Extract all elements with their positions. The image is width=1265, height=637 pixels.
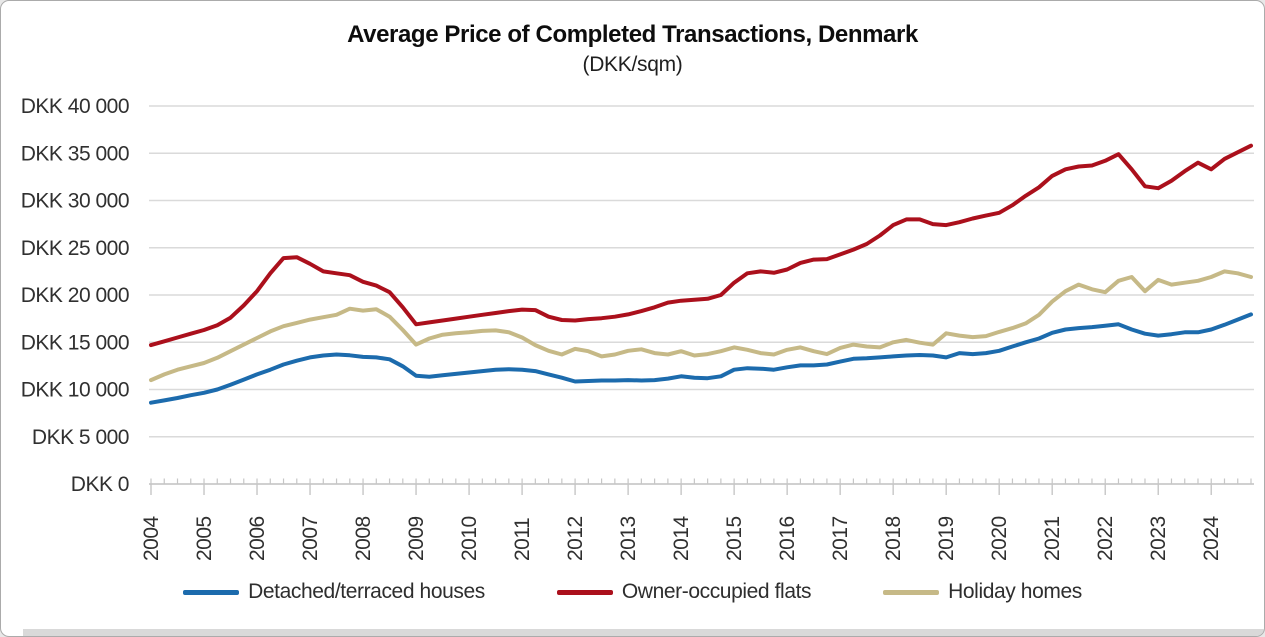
x-axis-tick-label: 2012 bbox=[564, 516, 587, 561]
chart-title: Average Price of Completed Transactions,… bbox=[347, 21, 918, 48]
x-axis-tick-label: 2016 bbox=[776, 516, 799, 561]
y-axis-tick-label: DKK 15 000 bbox=[21, 331, 129, 354]
chart-legend: Detached/terraced houses Owner-occupied … bbox=[1, 580, 1264, 604]
x-axis-tick-label: 2005 bbox=[193, 516, 216, 561]
series-line-holiday-homes bbox=[149, 269, 1253, 383]
x-axis-tick-label: 2013 bbox=[617, 516, 640, 561]
x-axis-tick-label: 2011 bbox=[511, 518, 534, 561]
x-axis-tick-label: 2009 bbox=[405, 516, 428, 561]
legend-item-detached-terraced-houses: Detached/terraced houses bbox=[183, 580, 485, 604]
y-axis-tick-label: DKK 30 000 bbox=[21, 190, 129, 213]
x-axis-tick-label: 2020 bbox=[988, 516, 1011, 561]
legend-label: Detached/terraced houses bbox=[248, 580, 485, 603]
x-axis-tick-label: 2022 bbox=[1094, 516, 1117, 561]
x-axis-tick-label: 2018 bbox=[882, 516, 905, 561]
x-axis-tick-label: 2023 bbox=[1147, 516, 1170, 561]
y-axis-tick-label: DKK 25 000 bbox=[21, 237, 129, 260]
x-axis-tick-label: 2007 bbox=[299, 516, 322, 561]
legend-item-holiday-homes: Holiday homes bbox=[883, 580, 1082, 604]
y-axis-tick-label: DKK 35 000 bbox=[21, 142, 129, 165]
x-axis-tick-label: 2021 bbox=[1041, 516, 1064, 561]
legend-label: Holiday homes bbox=[948, 580, 1082, 603]
x-axis-tick-label: 2024 bbox=[1200, 515, 1223, 561]
legend-label: Owner-occupied flats bbox=[621, 580, 812, 603]
window-bottom-edge bbox=[23, 629, 1264, 636]
x-axis-tick-label: 2008 bbox=[352, 516, 375, 561]
y-axis-tick-label: DKK 40 000 bbox=[21, 95, 129, 118]
y-axis-tick-label: DKK 20 000 bbox=[21, 284, 129, 307]
x-axis-tick-label: 2015 bbox=[723, 516, 746, 561]
x-axis-tick-label: 2019 bbox=[935, 516, 958, 561]
x-axis-tick-label: 2017 bbox=[829, 516, 852, 561]
series-line-detached-terraced-houses bbox=[149, 312, 1253, 405]
legend-item-owner-occupied-flats: Owner-occupied flats bbox=[556, 580, 812, 604]
x-axis-tick-label: 2014 bbox=[670, 515, 693, 561]
legend-swatch-tan-line bbox=[883, 589, 940, 595]
x-axis-tick-label: 2010 bbox=[458, 516, 481, 561]
legend-swatch-red-line bbox=[556, 589, 613, 595]
y-axis-tick-label: DKK 10 000 bbox=[21, 379, 129, 402]
series-line-owner-occupied-flats bbox=[149, 143, 1253, 348]
x-axis-tick-label: 2004 bbox=[140, 515, 163, 561]
chart-subtitle: (DKK/sqm) bbox=[582, 53, 683, 76]
legend-swatch-blue-line bbox=[183, 589, 240, 595]
y-axis-tick-label: DKK 0 bbox=[71, 473, 129, 496]
y-axis-tick-label: DKK 5 000 bbox=[32, 426, 129, 449]
x-axis-tick-label: 2006 bbox=[246, 516, 269, 561]
